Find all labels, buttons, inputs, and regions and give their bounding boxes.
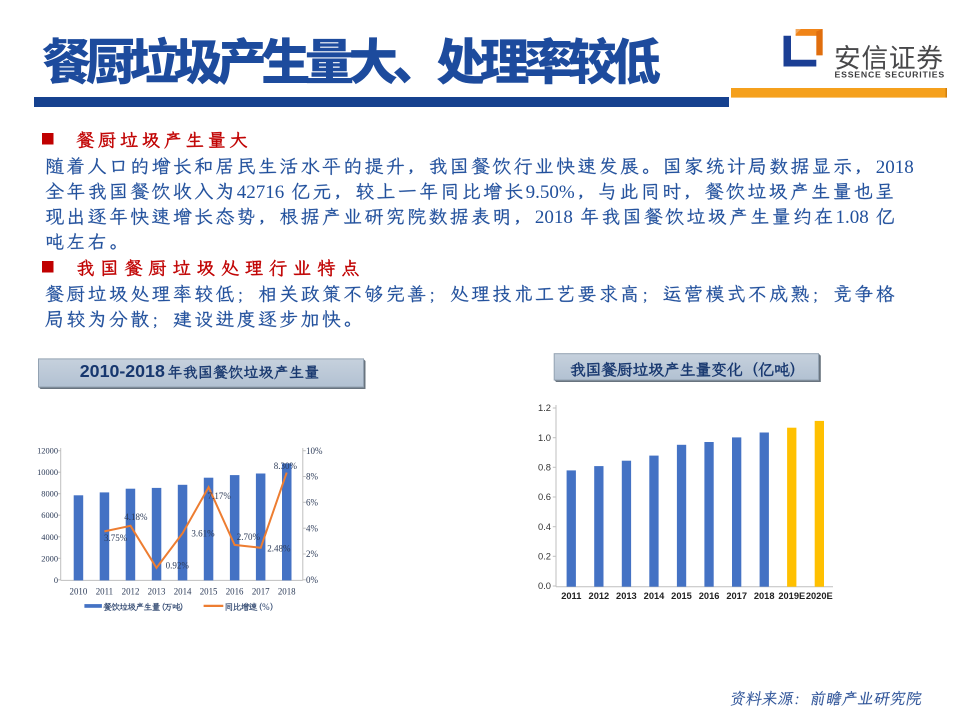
svg-text:2018: 2018 (754, 591, 775, 601)
svg-text:2017: 2017 (252, 587, 270, 597)
svg-text:2016: 2016 (699, 591, 720, 601)
svg-text:2012: 2012 (589, 591, 610, 601)
svg-text:10000: 10000 (37, 468, 58, 477)
svg-text:0.6: 0.6 (538, 491, 551, 502)
svg-text:8.30%: 8.30% (274, 461, 298, 471)
svg-text:0.2: 0.2 (538, 551, 551, 562)
svg-text:8%: 8% (306, 472, 319, 482)
svg-text:1.2: 1.2 (538, 402, 551, 413)
svg-text:%: % (262, 602, 270, 612)
svg-text:2019E: 2019E (778, 591, 805, 601)
svg-text:2020E: 2020E (806, 591, 833, 601)
svg-text:2014: 2014 (174, 587, 192, 597)
svg-text:12000: 12000 (37, 447, 58, 456)
svg-text:2017: 2017 (726, 591, 747, 601)
svg-text:2013: 2013 (616, 591, 637, 601)
svg-text:0%: 0% (306, 575, 319, 585)
svg-text:2.70%: 2.70% (237, 532, 261, 542)
svg-text:ESSENCE SECURITIES: ESSENCE SECURITIES (835, 69, 945, 79)
svg-text:2010-2018: 2010-2018 (80, 361, 165, 381)
svg-text:0.92%: 0.92% (166, 561, 190, 571)
svg-text:2%: 2% (306, 549, 319, 559)
svg-text:2018: 2018 (535, 207, 578, 228)
svg-text:6%: 6% (306, 497, 319, 507)
svg-text:1.0: 1.0 (538, 432, 551, 443)
svg-text:1.08: 1.08 (836, 207, 874, 228)
svg-text:0.8: 0.8 (538, 462, 551, 473)
svg-text:2013: 2013 (148, 587, 166, 597)
svg-text:2016: 2016 (226, 587, 244, 597)
svg-text:2011: 2011 (561, 591, 581, 601)
svg-text:2015: 2015 (671, 591, 692, 601)
svg-text:0.4: 0.4 (538, 521, 551, 532)
svg-text:2000: 2000 (41, 554, 58, 563)
svg-text:4000: 4000 (41, 533, 58, 542)
svg-text:2015: 2015 (200, 587, 218, 597)
svg-text:2018: 2018 (278, 587, 296, 597)
svg-text:7.17%: 7.17% (208, 491, 232, 501)
svg-text:42716: 42716 (237, 182, 289, 203)
svg-text:4.18%: 4.18% (124, 512, 148, 522)
svg-text:3.61%: 3.61% (191, 529, 215, 539)
svg-text:8000: 8000 (41, 490, 58, 499)
svg-text:2010: 2010 (70, 587, 88, 597)
svg-text:0: 0 (54, 576, 58, 585)
svg-text:3.75%: 3.75% (104, 533, 128, 543)
svg-text:2018: 2018 (876, 157, 914, 178)
svg-text:2014: 2014 (644, 591, 666, 601)
svg-text:4%: 4% (306, 523, 319, 533)
svg-text:0.0: 0.0 (538, 580, 551, 591)
svg-text:2012: 2012 (122, 587, 140, 597)
svg-text:10%: 10% (306, 446, 323, 456)
svg-text:6000: 6000 (41, 511, 58, 520)
svg-text:9.50%: 9.50% (526, 182, 575, 203)
svg-text:2011: 2011 (96, 587, 113, 597)
svg-text:2.48%: 2.48% (267, 544, 291, 554)
